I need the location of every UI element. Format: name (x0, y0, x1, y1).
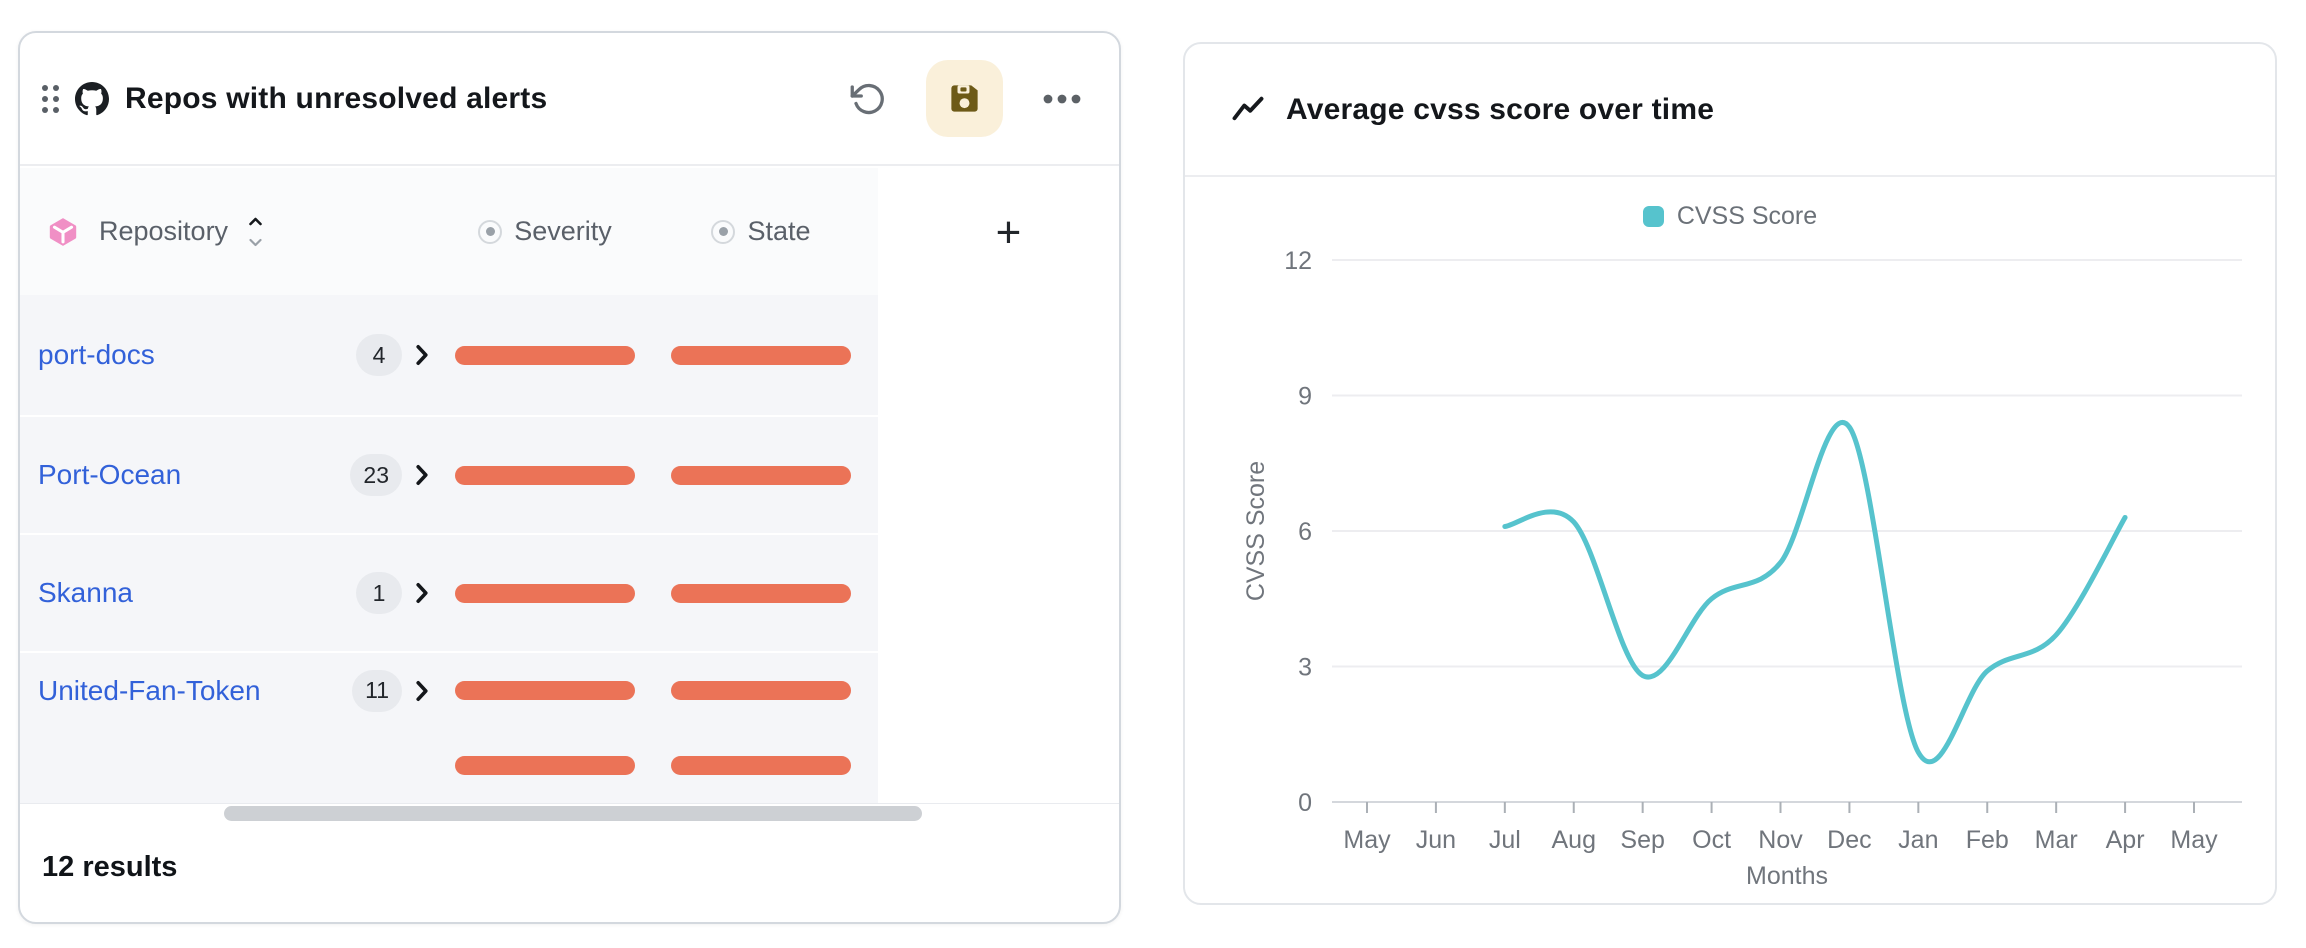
alert-count-badge[interactable]: 11 (352, 669, 402, 712)
row-expand-chevron[interactable] (415, 464, 429, 486)
widget-header: Average cvss score over time (1185, 44, 2275, 177)
x-tick-label: Feb (1966, 826, 2009, 854)
property-icon-state (711, 219, 736, 244)
severity-redaction-bar (455, 465, 635, 485)
x-tick-label: Jul (1489, 826, 1521, 854)
x-tick-label: May (1343, 826, 1391, 854)
column-header-repository[interactable]: Repository (20, 168, 437, 295)
cvss-score-line (1502, 420, 2128, 765)
x-tick-label: Sep (1620, 826, 1664, 854)
refresh-icon (850, 81, 886, 117)
x-tick-label: Dec (1827, 826, 1871, 854)
row-expand-chevron[interactable] (415, 582, 429, 604)
drag-handle-icon[interactable] (42, 84, 59, 113)
x-tick-label: Oct (1692, 826, 1731, 854)
table-row-line: Port-Ocean 23 (20, 417, 878, 533)
severity-redaction-bar (455, 345, 635, 365)
property-icon-severity (478, 219, 503, 244)
repo-link[interactable]: United-Fan-Token (38, 674, 261, 706)
y-tick-label: 12 (1284, 247, 1312, 275)
save-button[interactable] (926, 60, 1003, 137)
table-bottom-divider (20, 803, 1119, 804)
y-axis-title: CVSS Score (1242, 461, 1270, 601)
repo-link[interactable]: port-docs (38, 339, 155, 370)
state-redaction-bar (671, 681, 851, 700)
widget-title: Repos with unresolved alerts (125, 81, 548, 115)
column-label-severity: Severity (514, 216, 612, 246)
legend-item-cvss-score[interactable]: CVSS Score (1642, 202, 1818, 231)
chart-area: CVSS Score 0 3 6 9 12 May Jun Jul Aug Sep Oct Nov De… (1185, 177, 2275, 903)
state-redaction-bar (671, 756, 851, 775)
table-row: port-docs 4 (20, 295, 878, 415)
widget-header: Repos with unresolved alerts (20, 33, 1119, 166)
severity-redaction-bar (455, 756, 635, 775)
add-column-area: + (898, 168, 1119, 805)
save-icon (947, 81, 982, 116)
trend-line-icon (1230, 92, 1266, 128)
severity-redaction-bar (455, 681, 635, 700)
cvss-line-chart: 0 3 6 9 12 May Jun Jul Aug Sep Oct Nov Dec Jan Feb Mar A… (1242, 247, 2242, 890)
legend-swatch (1642, 206, 1664, 227)
alert-count-badge[interactable]: 1 (356, 572, 402, 614)
x-tick-label: Aug (1552, 826, 1596, 854)
x-tick-label: Jun (1416, 826, 1456, 854)
x-tick-label: Jan (1898, 826, 1938, 854)
scrollbar-thumb[interactable] (224, 806, 922, 821)
state-redaction-bar (671, 583, 851, 603)
legend-label: CVSS Score (1676, 202, 1818, 230)
table-row-line (20, 728, 878, 803)
row-expand-chevron[interactable] (415, 680, 429, 702)
y-tick-label: 6 (1298, 518, 1312, 546)
column-header-severity[interactable]: Severity (437, 168, 653, 295)
sort-icons[interactable] (248, 216, 263, 248)
x-tick-label: Mar (2035, 826, 2078, 854)
column-label-repository: Repository (99, 216, 229, 246)
table-row: United-Fan-Token 11 (20, 653, 878, 803)
table-header-row: Repository Severity State (20, 168, 878, 295)
x-tick-label: Apr (2106, 826, 2145, 854)
table-row: Port-Ocean 23 (20, 417, 878, 533)
x-axis-title: Months (1746, 862, 1828, 890)
table-row: Skanna 1 (20, 535, 878, 651)
results-count: 12 results (42, 851, 178, 883)
refresh-button[interactable] (850, 81, 886, 117)
chart-legend: CVSS Score (1185, 202, 2275, 231)
x-tick-label: May (2170, 826, 2218, 854)
add-column-button[interactable]: + (982, 206, 1036, 260)
repos-widget: Repos with unresolved alerts (18, 31, 1121, 924)
state-redaction-bar (671, 345, 851, 365)
table-row-line: port-docs 4 (20, 295, 878, 415)
severity-redaction-bar (455, 583, 635, 603)
table-row-line: Skanna 1 (20, 535, 878, 651)
column-header-state[interactable]: State (653, 168, 869, 295)
row-expand-chevron[interactable] (415, 344, 429, 366)
repo-link[interactable]: Port-Ocean (38, 459, 182, 490)
repo-link[interactable]: Skanna (38, 577, 133, 608)
github-icon (75, 81, 109, 116)
table-scroll-region: Repository Severity State port-docs 4 Port… (20, 168, 878, 805)
widget-title: Average cvss score over time (1286, 92, 1715, 126)
column-label-state: State (747, 216, 811, 246)
table-row-line: United-Fan-Token 11 (20, 653, 878, 728)
x-tick-label: Nov (1758, 826, 1803, 854)
y-tick-label: 0 (1298, 789, 1312, 817)
widget-toolbar (850, 60, 1081, 137)
y-tick-label: 3 (1298, 654, 1312, 682)
ellipsis-icon (1043, 93, 1081, 105)
alert-count-badge[interactable]: 23 (350, 454, 402, 496)
alerts-table: Repository Severity State port-docs 4 Port… (20, 168, 1119, 805)
horizontal-scrollbar[interactable] (20, 804, 922, 822)
more-options-button[interactable] (1043, 93, 1081, 105)
cvss-chart-widget: Average cvss score over time CVSS Score … (1183, 42, 2277, 905)
alert-count-badge[interactable]: 4 (356, 334, 402, 376)
y-tick-label: 9 (1298, 383, 1312, 411)
state-redaction-bar (671, 465, 851, 485)
package-icon (47, 216, 79, 248)
